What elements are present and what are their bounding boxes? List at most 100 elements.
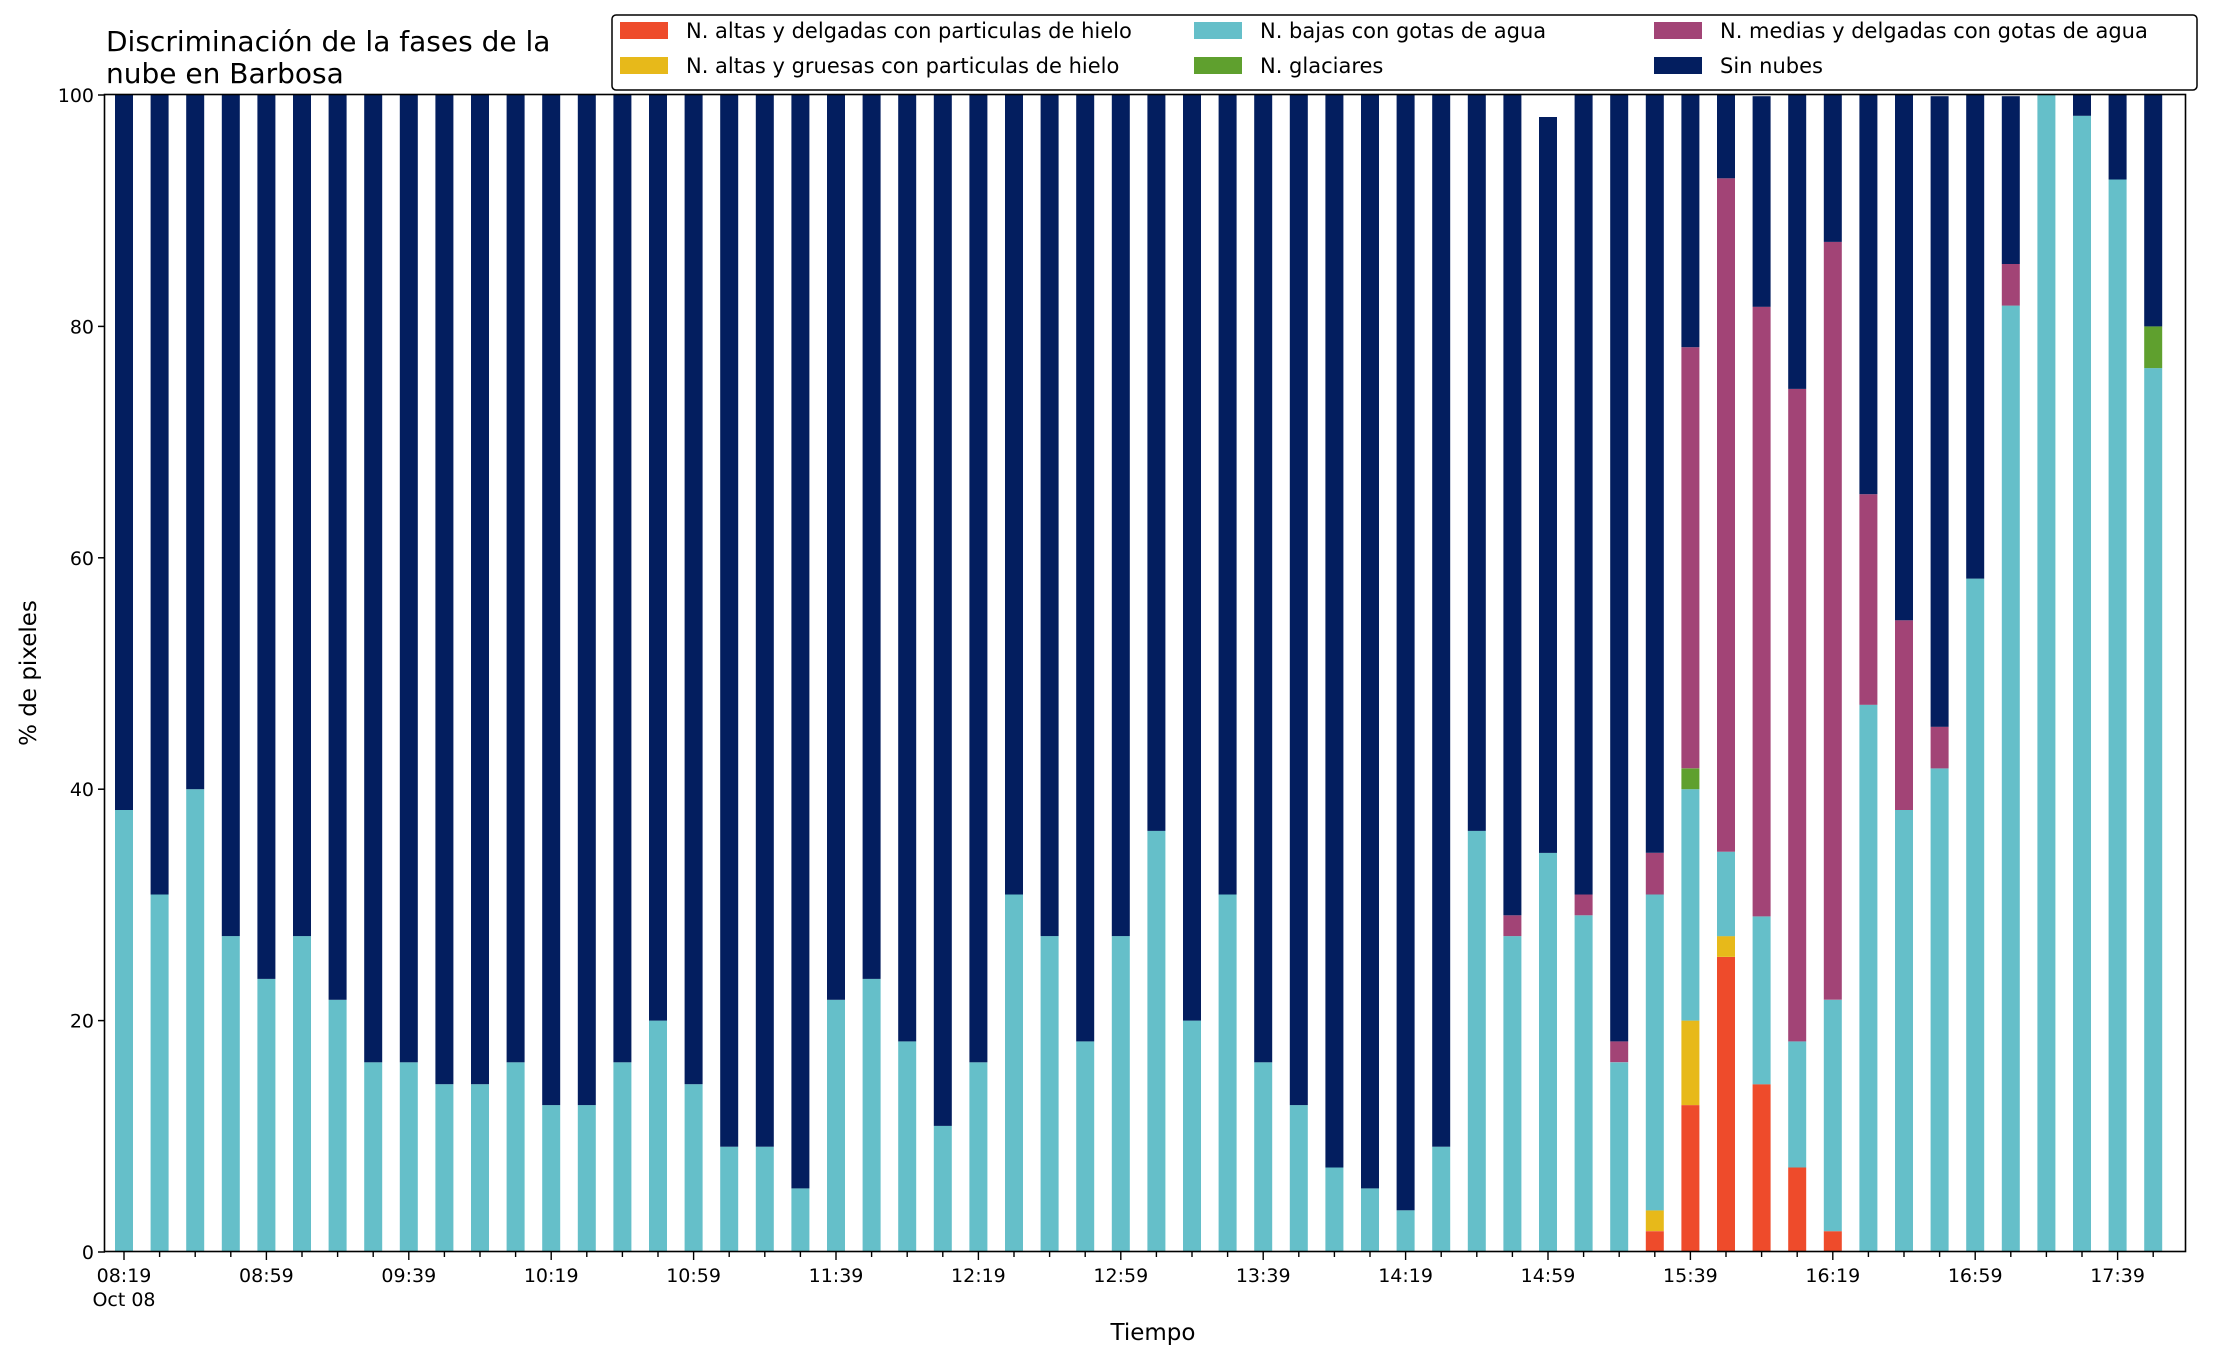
bar-segment-3: [2144, 368, 2163, 1253]
legend-label: N. altas y delgadas con particulas de hi…: [686, 19, 1132, 43]
bar-segment-6: [328, 95, 347, 1000]
bar-segment-5: [1823, 241, 1842, 1000]
bar-segment-6: [755, 95, 774, 1147]
x-tick-label: 13:39: [1236, 1265, 1291, 1287]
bar-segment-3: [577, 1105, 596, 1252]
bar-segment-3: [2073, 115, 2091, 1252]
legend-label: Sin nubes: [1720, 54, 1823, 78]
bar-segment-3: [1645, 894, 1664, 1211]
legend-swatch: [620, 22, 668, 39]
y-tick-label: 60: [70, 548, 94, 570]
bar-segment-3: [827, 999, 845, 1252]
bar-segment-6: [150, 95, 169, 895]
x-tick-label: 10:59: [666, 1265, 721, 1287]
bar-segment-3: [1005, 894, 1023, 1252]
bar-segment-6: [1325, 95, 1344, 1168]
x-tick-label: 09:39: [381, 1265, 436, 1287]
bar-segment-6: [506, 95, 525, 1063]
x-axis-label: Tiempo: [1110, 1320, 1196, 1346]
x-tick-label: 16:59: [1948, 1265, 2003, 1287]
bar-segment-5: [1503, 915, 1522, 937]
bar-segment-6: [1396, 95, 1415, 1211]
bar-segment-6: [1289, 95, 1308, 1106]
legend-swatch: [1194, 22, 1242, 39]
bar-segment-3: [1040, 936, 1059, 1252]
bar-segment-3: [186, 789, 205, 1252]
bar-segment-3: [684, 1084, 703, 1252]
bar-segment-3: [862, 978, 881, 1252]
bar-segment-3: [1396, 1210, 1415, 1252]
bar-segment-4: [1681, 768, 1700, 790]
bar-segment-3: [1218, 894, 1237, 1252]
bar-segment-3: [257, 978, 276, 1252]
bar-segment-6: [1432, 95, 1451, 1147]
bar-segment-6: [293, 95, 311, 937]
bar-segment-2: [1717, 936, 1735, 957]
bar-segment-3: [328, 999, 347, 1252]
bar-segment-6: [1183, 95, 1201, 1021]
bar-segment-6: [2144, 95, 2163, 327]
bar-segment-6: [1823, 95, 1842, 242]
bar-segment-3: [1289, 1105, 1308, 1252]
bar-segment-6: [827, 95, 845, 1000]
legend-label: N. altas y gruesas con particulas de hie…: [686, 54, 1119, 78]
bar-segment-3: [2037, 95, 2056, 1252]
bar-segment-6: [613, 95, 632, 1063]
legend-swatch: [1654, 57, 1702, 74]
y-axis: 0 20 40 60 80 100: [58, 85, 105, 1264]
x-tick-label: 10:19: [524, 1265, 579, 1287]
y-tick-label: 20: [70, 1011, 94, 1033]
bar-segment-6: [1681, 95, 1700, 348]
chart-title-line: nube en Barbosa: [106, 57, 344, 90]
bar-segment-6: [2001, 96, 2020, 264]
bar-segment-3: [1895, 810, 1913, 1252]
bar-segment-1: [1752, 1084, 1771, 1252]
legend-label: N. glaciares: [1260, 54, 1383, 78]
bar-segment-6: [1218, 95, 1237, 895]
bar-segment-3: [1539, 852, 1557, 1252]
x-tick-label: 14:19: [1378, 1265, 1433, 1287]
bar-segment-6: [1610, 95, 1629, 1042]
bar-segment-3: [1930, 768, 1949, 1252]
bar-segment-5: [1610, 1041, 1629, 1063]
chart-title: Discriminación de la fases de la nube en…: [106, 25, 559, 90]
bar-segment-1: [1823, 1231, 1842, 1252]
legend-label: N. bajas con gotas de agua: [1260, 19, 1546, 43]
bar-segment-5: [1752, 306, 1771, 917]
bar-segment-3: [1147, 830, 1166, 1252]
bar-segment-2: [1681, 1020, 1700, 1106]
bar-segment-3: [399, 1062, 418, 1252]
bar-segment-6: [720, 95, 739, 1147]
bar-segment-6: [862, 95, 881, 979]
bar-segment-3: [720, 1146, 739, 1252]
bar-segment-3: [1966, 578, 1985, 1252]
bar-segment-6: [471, 95, 489, 1085]
bar-segment-3: [506, 1062, 525, 1252]
bar-segment-6: [1040, 95, 1059, 937]
bar-segment-6: [969, 95, 988, 1063]
x-tick-label: 16:19: [1805, 1265, 1860, 1287]
bar-segment-5: [1574, 894, 1593, 916]
bar-segment-3: [293, 936, 311, 1252]
bar-segment-3: [613, 1062, 632, 1252]
bar-segment-6: [1895, 95, 1913, 621]
bar-segment-3: [1432, 1146, 1451, 1252]
bar-segment-3: [435, 1084, 454, 1252]
legend-swatch: [1194, 57, 1242, 74]
bar-segment-5: [1645, 852, 1664, 895]
x-tick-label: 08:59: [239, 1265, 294, 1287]
bar-segment-6: [364, 95, 383, 1063]
bar-segment-6: [1859, 95, 1878, 495]
bar-segment-6: [1111, 95, 1130, 937]
bar-segment-6: [186, 95, 205, 790]
bar-segment-6: [1503, 95, 1522, 916]
bar-segment-6: [221, 95, 240, 937]
bar-segment-6: [684, 95, 703, 1085]
y-axis-label: % de pixeles: [16, 600, 42, 746]
bar-segment-3: [1325, 1167, 1344, 1252]
bar-segment-6: [1717, 95, 1735, 179]
bar-segment-6: [1467, 95, 1486, 831]
bar-segment-3: [1361, 1188, 1379, 1252]
x-date-label: Oct 08: [92, 1289, 155, 1311]
